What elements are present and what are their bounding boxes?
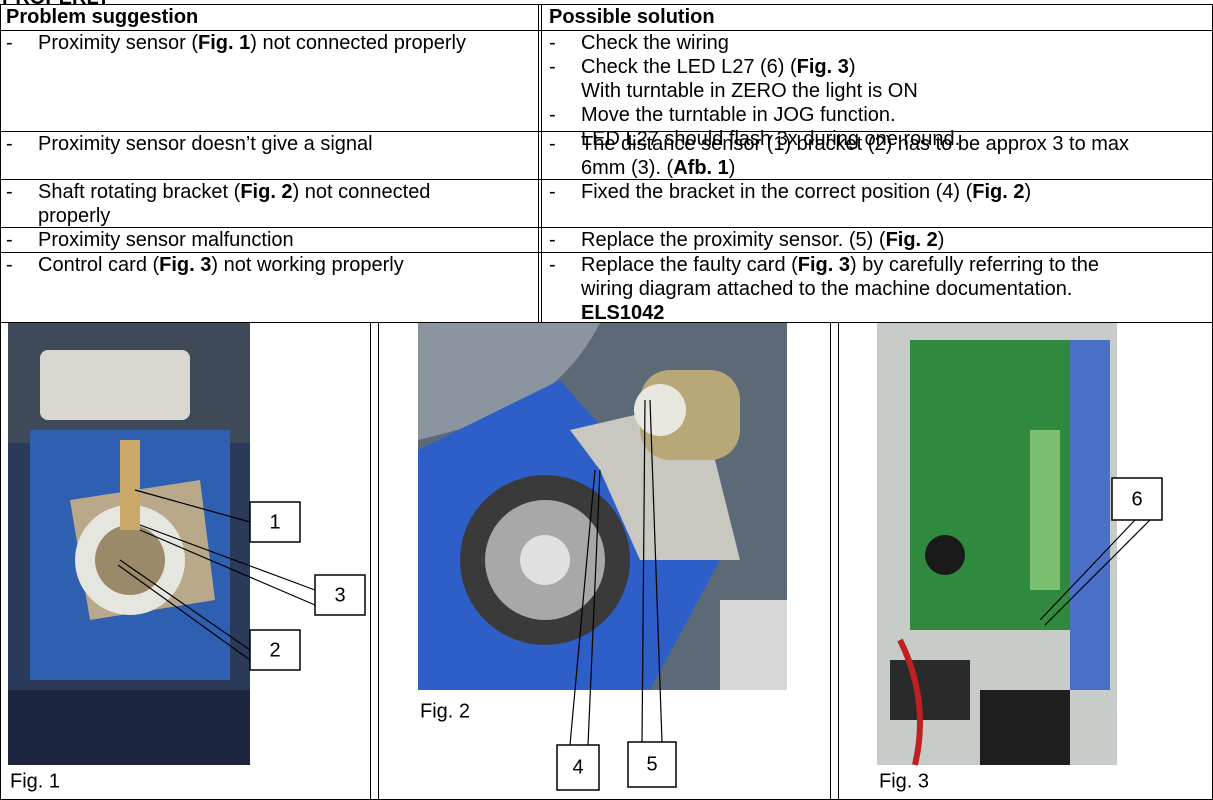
photo xyxy=(877,323,1117,766)
text: Fig. 2 xyxy=(885,229,938,251)
text: ) not connected properly xyxy=(38,181,431,227)
problem-cell: Proximity sensor (Fig. 1) not connected … xyxy=(0,31,530,55)
text: Fixed the bracket in the correct positio… xyxy=(581,181,973,203)
text: Replace the faulty card ( xyxy=(581,254,798,276)
text: Check the wiring xyxy=(581,32,729,54)
text: With turntable in ZERO the light is ON xyxy=(581,80,918,102)
text: ELS1042 xyxy=(581,302,665,324)
problem-cell: Proximity sensor malfunction xyxy=(0,228,530,252)
text: Move the turntable in JOG function. xyxy=(581,104,896,126)
text: Control card ( xyxy=(38,254,160,276)
callout-label: 2 xyxy=(269,639,280,661)
solution-cell: Replace the proximity sensor. (5) (Fig. … xyxy=(543,228,1211,252)
callout-lines xyxy=(117,399,1151,746)
callout-label: 3 xyxy=(334,584,345,606)
text: ) xyxy=(937,229,945,251)
problem-cell: Shaft rotating bracket (Fig. 2) not conn… xyxy=(0,180,500,228)
text: ) not working properly xyxy=(211,254,404,276)
text: Afb. 1 xyxy=(673,157,729,179)
text: Fig. 2 xyxy=(240,181,293,203)
solution-cell: Replace the faulty card (Fig. 3) by care… xyxy=(543,253,1143,325)
text: Shaft rotating bracket ( xyxy=(38,181,241,203)
text: Replace the proximity sensor. (5) ( xyxy=(581,229,886,251)
solution-cell: The distance sensor (1) bracket (2) has … xyxy=(543,132,1153,180)
text: Check the LED L27 (6) ( xyxy=(581,56,797,78)
text: ) xyxy=(1024,181,1032,203)
text: Fig. 3 xyxy=(159,254,212,276)
solution-cell: Fixed the bracket in the correct positio… xyxy=(543,180,1213,204)
column-header: Possible solution xyxy=(549,6,715,28)
photo xyxy=(8,323,250,765)
text: ) xyxy=(848,56,856,78)
problem-cell: Control card (Fig. 3) not working proper… xyxy=(0,253,420,277)
callout-boxes xyxy=(249,477,1163,791)
text: Fig. 3 xyxy=(796,56,849,78)
photo xyxy=(418,323,787,690)
text: Proximity sensor malfunction xyxy=(38,229,294,251)
figure-caption: Fig. 2 xyxy=(420,700,470,722)
callout-label: 4 xyxy=(572,756,583,778)
text: Proximity sensor ( xyxy=(38,32,199,54)
text: Fig. 1 xyxy=(198,32,251,54)
text: ) by carefully referring to the wiring d… xyxy=(581,254,1100,300)
column-header: Problem suggestion xyxy=(6,6,199,28)
figure-caption: Fig. 1 xyxy=(10,770,60,792)
callout-label: 5 xyxy=(646,753,657,775)
callout-label: 6 xyxy=(1131,488,1142,510)
text: The distance sensor (1) bracket (2) has … xyxy=(581,133,1130,179)
figure-caption: Fig. 3 xyxy=(879,770,929,792)
text: ) xyxy=(728,157,736,179)
text: Proximity sensor doesn’t give a signal xyxy=(38,133,373,155)
problem-cell: Proximity sensor doesn’t give a signal xyxy=(0,132,530,156)
text: Fig. 2 xyxy=(972,181,1025,203)
text: Fig. 3 xyxy=(797,254,851,276)
callout-label: 1 xyxy=(269,511,280,533)
text: ) not connected properly xyxy=(250,32,466,54)
